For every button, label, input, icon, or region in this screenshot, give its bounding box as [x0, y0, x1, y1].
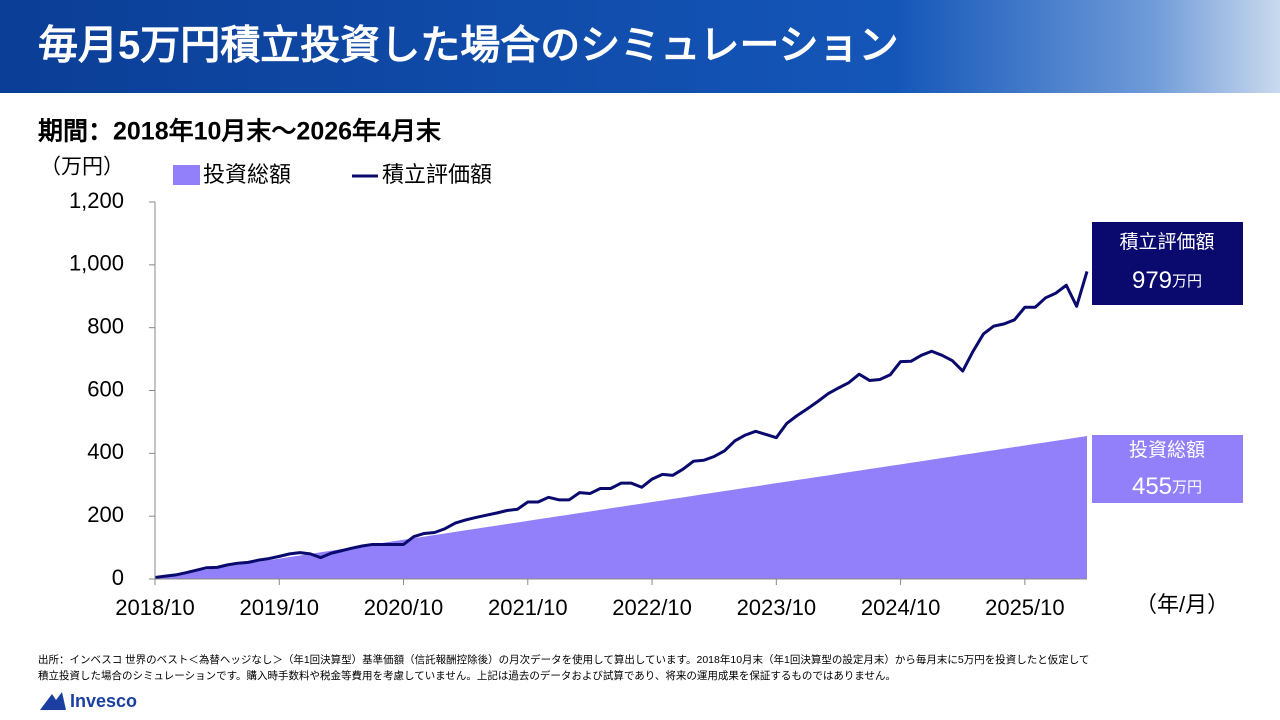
subtitle: 期間：2018年10月末～2026年4月末 [38, 117, 441, 146]
header-band [0, 0, 1280, 93]
x-tick-label: 2020/10 [364, 595, 444, 620]
logo-mark [40, 692, 66, 710]
y-tick-label: 200 [87, 502, 124, 527]
y-tick-label: 1,000 [69, 251, 124, 276]
end-label-number: 979 [1132, 267, 1172, 294]
end-label-unit: 万円 [1172, 273, 1202, 290]
x-tick-label: 2024/10 [861, 595, 941, 620]
logo: Invesco [70, 691, 137, 711]
y-tick-label: 1,200 [69, 188, 124, 213]
y-axis-unit: （万円） [40, 156, 124, 179]
end-label-box [1092, 435, 1243, 503]
x-tick-label: 2023/10 [737, 595, 817, 620]
x-tick-label: 2021/10 [488, 595, 568, 620]
end-label-number: 455 [1132, 473, 1172, 500]
chart: 0 200 400 600 800 1,000 1,200 2018/10 2019/10 202… [69, 162, 1243, 620]
y-tick-label: 400 [87, 439, 124, 464]
legend-label: 投資総額 [203, 162, 291, 187]
end-label-box [1092, 222, 1243, 305]
end-label-value: 455万円 [1132, 473, 1202, 500]
end-label-unit: 万円 [1172, 479, 1202, 496]
x-tick-label: 2019/10 [240, 595, 320, 620]
line [154, 271, 1089, 579]
x-axis-unit: （年/月） [1135, 592, 1229, 617]
end-label-name: 投資総額 [1129, 439, 1205, 461]
footnote: 積立投資した場合のシミュレーションです。購入時手数料や税金等費用を考慮していませ… [38, 669, 896, 682]
end-label-name: 積立評価額 [1119, 231, 1214, 253]
legend-swatch [173, 165, 200, 185]
legend-label: 積立評価額 [382, 162, 492, 187]
footnote: 出所：インベスコ 世界のベスト＜為替ヘッジなし＞（年1回決算型）基準価額（信託報… [38, 653, 1089, 666]
end-label-value: 979万円 [1132, 267, 1202, 294]
x-tick-label: 2022/10 [612, 595, 692, 620]
area [155, 436, 1087, 579]
x-tick-label: 2018/10 [115, 595, 195, 620]
y-tick-label: 600 [87, 376, 124, 401]
x-tick-label: 2025/10 [985, 595, 1065, 620]
y-tick-label: 800 [87, 313, 124, 338]
y-tick-label: 0 [112, 565, 124, 590]
title: 毎月5万円積立投資した場合のシミュレーション [38, 24, 899, 68]
